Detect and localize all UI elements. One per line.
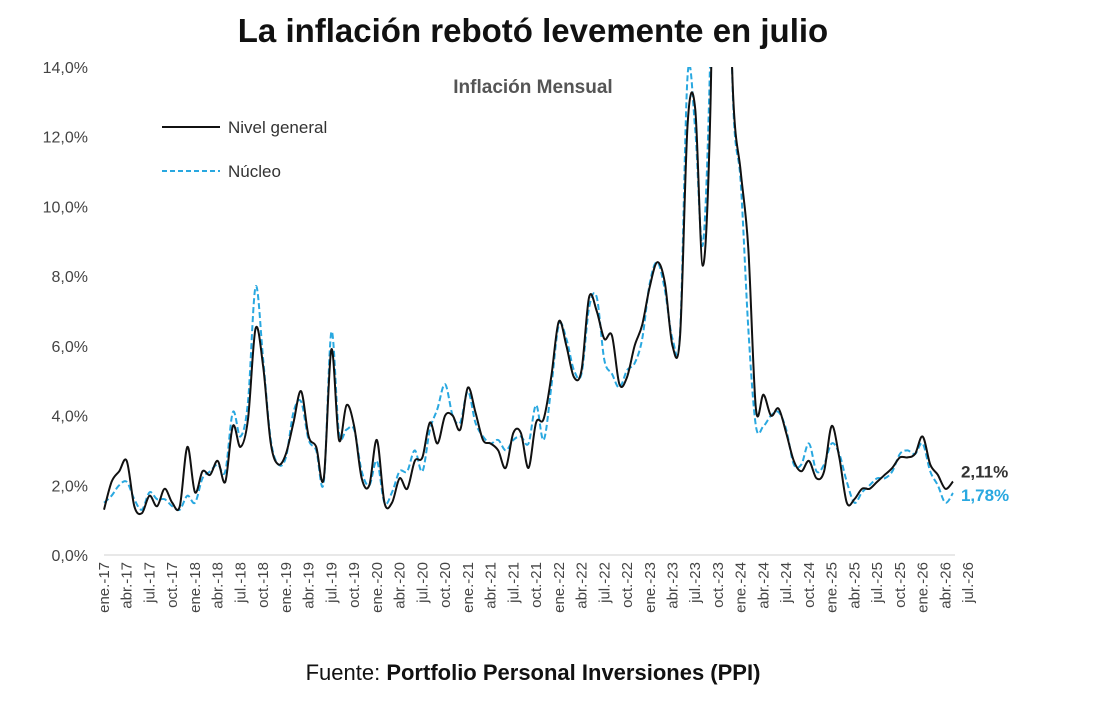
x-tick-label: jul.-23	[687, 562, 704, 604]
y-tick-label: 2,0%	[52, 478, 88, 495]
x-tick-label: abr.-25	[846, 562, 863, 609]
chart-subtitle: Inflación Mensual	[453, 77, 612, 98]
x-tick-label: jul.-22	[596, 562, 613, 604]
x-tick-label: jul.-20	[414, 562, 431, 604]
x-tick-label: abr.-26	[937, 562, 954, 609]
x-tick-label: jul.-19	[323, 562, 340, 604]
x-tick-label: abr.-18	[210, 562, 227, 609]
x-tick-label: ene.-21	[460, 562, 477, 613]
y-tick-label: 0,0%	[52, 548, 88, 565]
y-tick-label: 4,0%	[52, 409, 88, 426]
legend: Nivel general Núcleo	[162, 118, 327, 181]
x-tick-label: oct.-23	[710, 562, 727, 608]
x-tick-label: abr.-22	[574, 562, 591, 609]
legend-item-nivel-general: Nivel general	[162, 118, 327, 137]
x-tick-label: oct.-21	[528, 562, 545, 608]
x-tick-label: abr.-19	[301, 562, 318, 609]
x-tick-label: oct.-17	[164, 562, 181, 608]
x-tick-label: abr.-17	[119, 562, 136, 609]
x-tick-label: ene.-24	[733, 562, 750, 613]
end-label-nivel-general: 2,11%	[961, 462, 1008, 481]
x-tick-label: oct.-22	[619, 562, 636, 608]
source-note: Fuente: Portfolio Personal Inversiones (…	[0, 660, 1066, 686]
y-tick-label: 12,0%	[43, 130, 88, 147]
y-axis: 0,0% 2,0% 4,0% 6,0% 8,0% 10,0% 12,0% 14,0%	[43, 60, 88, 565]
x-tick-label: ene.-19	[278, 562, 295, 613]
x-tick-label: ene.-20	[369, 562, 386, 613]
x-tick-label: ene.-25	[824, 562, 841, 613]
x-tick-label: ene.-26	[915, 562, 932, 613]
x-tick-label: ene.-18	[187, 562, 204, 613]
legend-item-nucleo: Núcleo	[162, 162, 281, 181]
legend-label-nivel-general: Nivel general	[228, 118, 327, 137]
chart-title: La inflación rebotó levemente en julio	[237, 12, 829, 49]
x-tick-label: abr.-21	[483, 562, 500, 609]
series-line-nucleo	[103, 67, 954, 512]
x-tick-label: abr.-24	[755, 562, 772, 609]
x-tick-label: jul.-21	[505, 562, 522, 604]
x-tick-label: abr.-23	[665, 562, 682, 609]
x-tick-label: oct.-19	[346, 562, 363, 608]
y-tick-label: 10,0%	[43, 199, 88, 216]
x-tick-label: ene.-17	[96, 562, 113, 613]
y-tick-label: 8,0%	[52, 269, 88, 286]
series-line-nivel-general	[103, 67, 954, 516]
end-label-nucleo: 1,78%	[961, 486, 1009, 505]
x-tick-label: jul.-18	[232, 562, 249, 604]
y-tick-label: 14,0%	[43, 60, 88, 77]
x-tick-label: oct.-18	[255, 562, 272, 608]
x-tick-label: jul.-24	[778, 562, 795, 604]
x-tick-label: oct.-25	[892, 562, 909, 608]
source-prefix: Fuente:	[305, 660, 381, 685]
x-tick-label: jul.-26	[960, 562, 977, 604]
x-tick-label: oct.-20	[437, 562, 454, 608]
source-name: Portfolio Personal Inversiones (PPI)	[386, 660, 761, 685]
x-tick-label: ene.-22	[551, 562, 568, 613]
legend-label-nucleo: Núcleo	[228, 162, 281, 181]
y-tick-label: 6,0%	[52, 339, 88, 356]
x-axis: ene.-17 abr.-17 jul.-17 oct.-17 ene.-18 abr.-…	[96, 562, 977, 613]
x-tick-label: oct.-24	[801, 562, 818, 608]
series-layer	[103, 67, 954, 516]
x-tick-label: ene.-23	[642, 562, 659, 613]
x-tick-label: jul.-17	[141, 562, 158, 604]
x-tick-label: abr.-20	[392, 562, 409, 609]
x-tick-label: jul.-25	[869, 562, 886, 604]
